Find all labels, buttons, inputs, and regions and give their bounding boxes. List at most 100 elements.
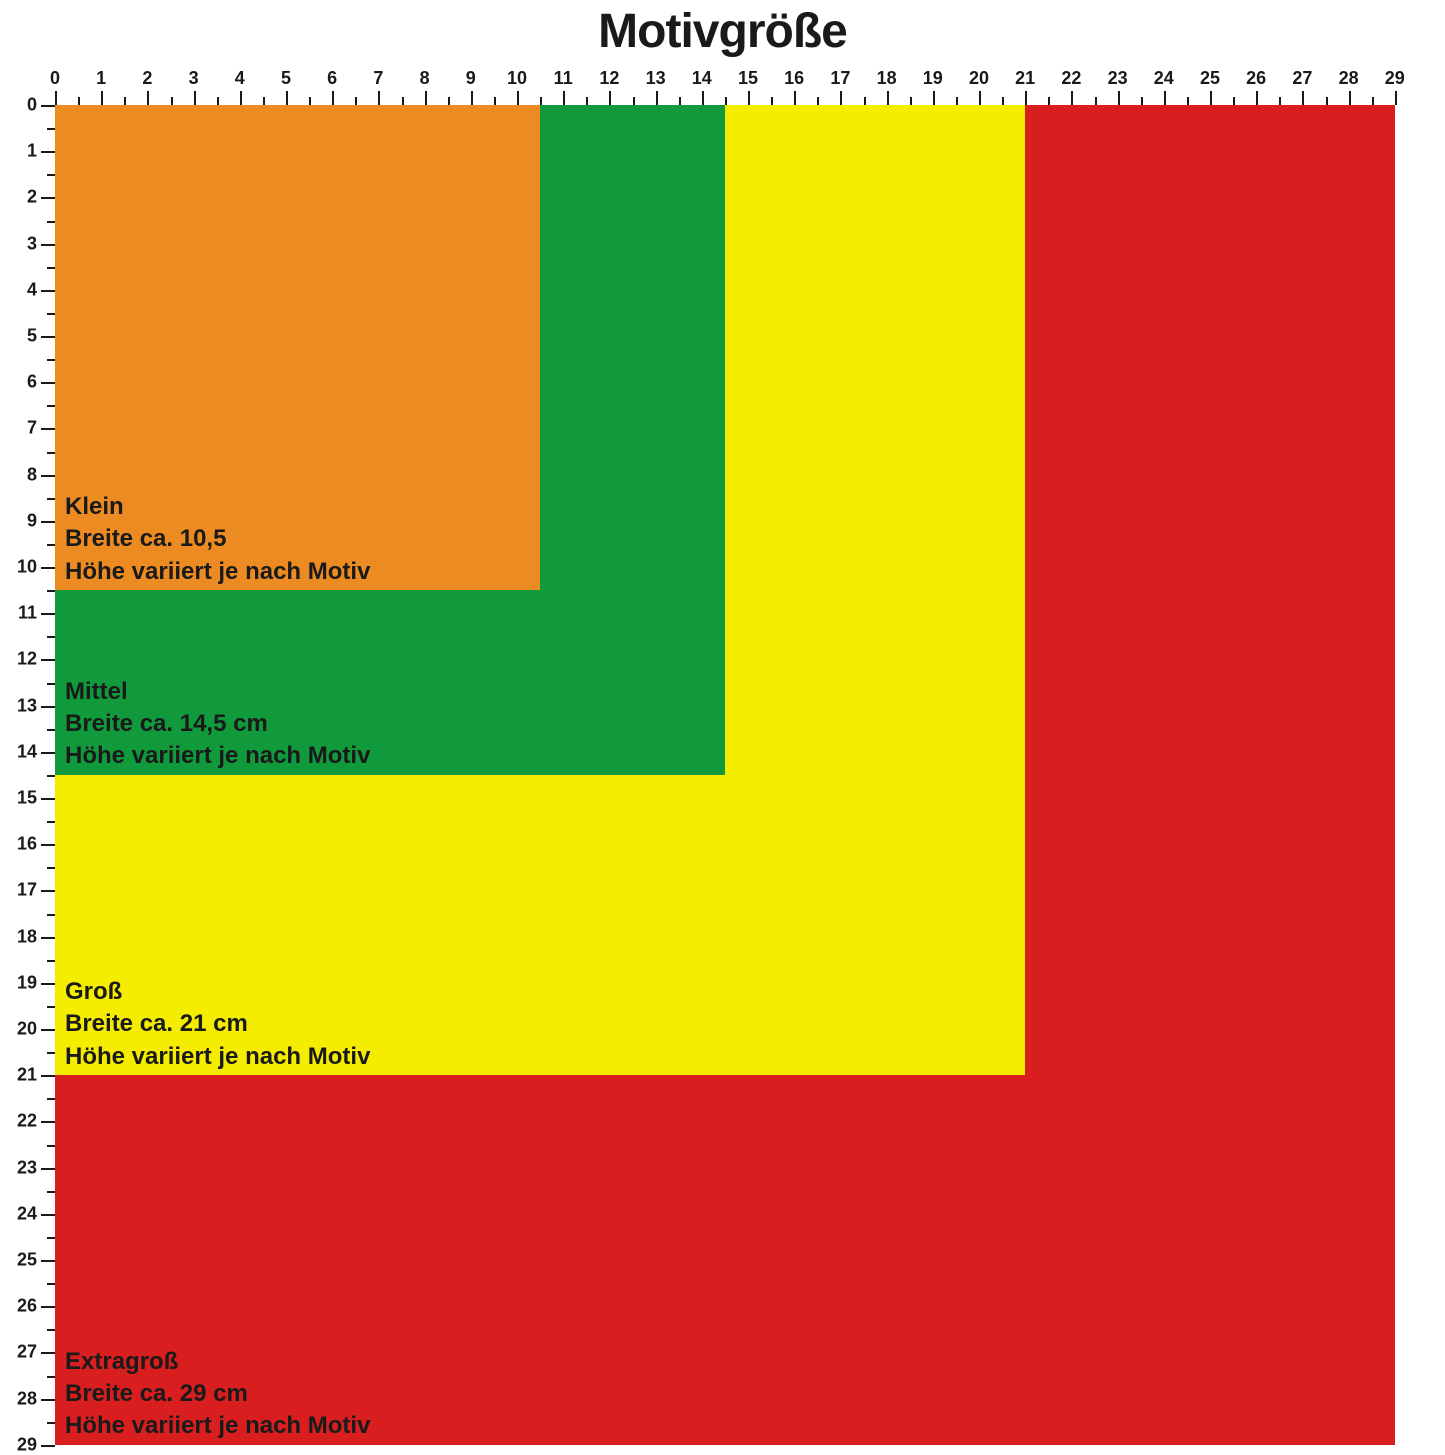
ruler-left-label: 22 bbox=[17, 1111, 37, 1132]
ruler-top-tick-minor bbox=[494, 97, 496, 105]
ruler-left-tick-major bbox=[41, 151, 55, 153]
ruler-left-tick-minor bbox=[47, 636, 55, 638]
ruler-top-label: 16 bbox=[784, 68, 804, 89]
ruler-top-tick-major bbox=[1349, 91, 1351, 105]
ruler-top-tick-major bbox=[1025, 91, 1027, 105]
ruler-top-tick-minor bbox=[540, 97, 542, 105]
ruler-top-tick-major bbox=[425, 91, 427, 105]
ruler-left-label: 16 bbox=[17, 834, 37, 855]
ruler-top-tick-major bbox=[933, 91, 935, 105]
ruler-top-tick-major bbox=[887, 91, 889, 105]
ruler-top-tick-major bbox=[1302, 91, 1304, 105]
ruler-top-tick-minor bbox=[771, 97, 773, 105]
ruler-top-tick-minor bbox=[725, 97, 727, 105]
size-box-label-line: Höhe variiert je nach Motiv bbox=[65, 740, 370, 772]
ruler-top-label: 6 bbox=[327, 68, 337, 89]
ruler-left-tick-minor bbox=[47, 267, 55, 269]
ruler-top-tick-major bbox=[1164, 91, 1166, 105]
ruler-top-tick-minor bbox=[171, 97, 173, 105]
ruler-top-tick-minor bbox=[1048, 97, 1050, 105]
ruler-left-label: 1 bbox=[27, 141, 37, 162]
size-box-label-line: Groß bbox=[65, 976, 370, 1008]
ruler-top-tick-minor bbox=[124, 97, 126, 105]
ruler-top-tick-minor bbox=[1326, 97, 1328, 105]
ruler-left-tick-major bbox=[41, 105, 55, 107]
ruler-top-label: 21 bbox=[1015, 68, 1035, 89]
ruler-top-tick-minor bbox=[1187, 97, 1189, 105]
ruler-top-tick-minor bbox=[448, 97, 450, 105]
ruler-left-label: 17 bbox=[17, 880, 37, 901]
ruler-left-tick-major bbox=[41, 336, 55, 338]
ruler-top-tick-minor bbox=[1372, 97, 1374, 105]
ruler-left-tick-major bbox=[41, 1399, 55, 1401]
ruler-left-tick-minor bbox=[47, 1098, 55, 1100]
ruler-left-tick-major bbox=[41, 798, 55, 800]
ruler-top-label: 20 bbox=[969, 68, 989, 89]
ruler-left-tick-minor bbox=[47, 1145, 55, 1147]
ruler-top-tick-major bbox=[840, 91, 842, 105]
ruler-top-tick-minor bbox=[864, 97, 866, 105]
ruler-top-label: 8 bbox=[420, 68, 430, 89]
ruler-left-tick-minor bbox=[47, 1191, 55, 1193]
size-box-label-line: Breite ca. 29 cm bbox=[65, 1378, 370, 1410]
ruler-left-tick-minor bbox=[47, 498, 55, 500]
ruler-top-tick-minor bbox=[1279, 97, 1281, 105]
ruler-top-tick-major bbox=[794, 91, 796, 105]
ruler-left-tick-major bbox=[41, 752, 55, 754]
ruler-left-tick-minor bbox=[47, 1329, 55, 1331]
ruler-top-tick-major bbox=[1395, 91, 1397, 105]
ruler-top-tick-minor bbox=[586, 97, 588, 105]
size-box-label-extragroß: ExtragroßBreite ca. 29 cmHöhe variiert j… bbox=[65, 1346, 370, 1443]
ruler-left-tick-major bbox=[41, 1075, 55, 1077]
ruler-top-tick-minor bbox=[217, 97, 219, 105]
ruler-left-tick-major bbox=[41, 1352, 55, 1354]
ruler-horizontal: 0123456789101112131415161718192021222324… bbox=[55, 65, 1395, 105]
ruler-top-tick-major bbox=[1210, 91, 1212, 105]
ruler-left-label: 18 bbox=[17, 926, 37, 947]
ruler-top-label: 4 bbox=[235, 68, 245, 89]
ruler-left-tick-major bbox=[41, 1260, 55, 1262]
ruler-left-label: 7 bbox=[27, 418, 37, 439]
ruler-top-label: 13 bbox=[646, 68, 666, 89]
ruler-left-tick-minor bbox=[47, 405, 55, 407]
ruler-left-tick-minor bbox=[47, 1006, 55, 1008]
size-diagram: Motivgröße 01234567891011121314151617181… bbox=[0, 0, 1445, 1445]
ruler-left-label: 25 bbox=[17, 1250, 37, 1271]
ruler-left-tick-major bbox=[41, 475, 55, 477]
ruler-left-label: 24 bbox=[17, 1203, 37, 1224]
ruler-left-tick-minor bbox=[47, 960, 55, 962]
ruler-top-tick-major bbox=[1118, 91, 1120, 105]
ruler-top-tick-major bbox=[748, 91, 750, 105]
ruler-top-tick-major bbox=[609, 91, 611, 105]
ruler-top-tick-minor bbox=[263, 97, 265, 105]
ruler-left-tick-major bbox=[41, 1445, 55, 1447]
ruler-left-tick-major bbox=[41, 659, 55, 661]
ruler-left-tick-major bbox=[41, 382, 55, 384]
ruler-left-tick-major bbox=[41, 890, 55, 892]
ruler-top-label: 14 bbox=[692, 68, 712, 89]
ruler-left-label: 21 bbox=[17, 1065, 37, 1086]
ruler-top-tick-major bbox=[147, 91, 149, 105]
ruler-top-tick-major bbox=[332, 91, 334, 105]
ruler-left-tick-major bbox=[41, 1168, 55, 1170]
ruler-left-tick-minor bbox=[47, 914, 55, 916]
ruler-left-label: 2 bbox=[27, 187, 37, 208]
ruler-top-label: 25 bbox=[1200, 68, 1220, 89]
ruler-left-tick-minor bbox=[47, 1283, 55, 1285]
ruler-top-label: 5 bbox=[281, 68, 291, 89]
ruler-top-label: 17 bbox=[830, 68, 850, 89]
ruler-top-tick-major bbox=[563, 91, 565, 105]
ruler-top-tick-minor bbox=[956, 97, 958, 105]
size-box-label-line: Höhe variiert je nach Motiv bbox=[65, 556, 370, 588]
chart-title: Motivgröße bbox=[0, 4, 1445, 59]
ruler-left-label: 9 bbox=[27, 510, 37, 531]
size-box-label-line: Klein bbox=[65, 491, 370, 523]
ruler-left-tick-major bbox=[41, 706, 55, 708]
ruler-top-tick-minor bbox=[817, 97, 819, 105]
size-box-label-line: Breite ca. 14,5 cm bbox=[65, 708, 370, 740]
ruler-left-label: 19 bbox=[17, 972, 37, 993]
size-box-label-line: Höhe variiert je nach Motiv bbox=[65, 1410, 370, 1442]
ruler-left-tick-major bbox=[41, 428, 55, 430]
ruler-top-tick-major bbox=[656, 91, 658, 105]
ruler-left-label: 3 bbox=[27, 233, 37, 254]
